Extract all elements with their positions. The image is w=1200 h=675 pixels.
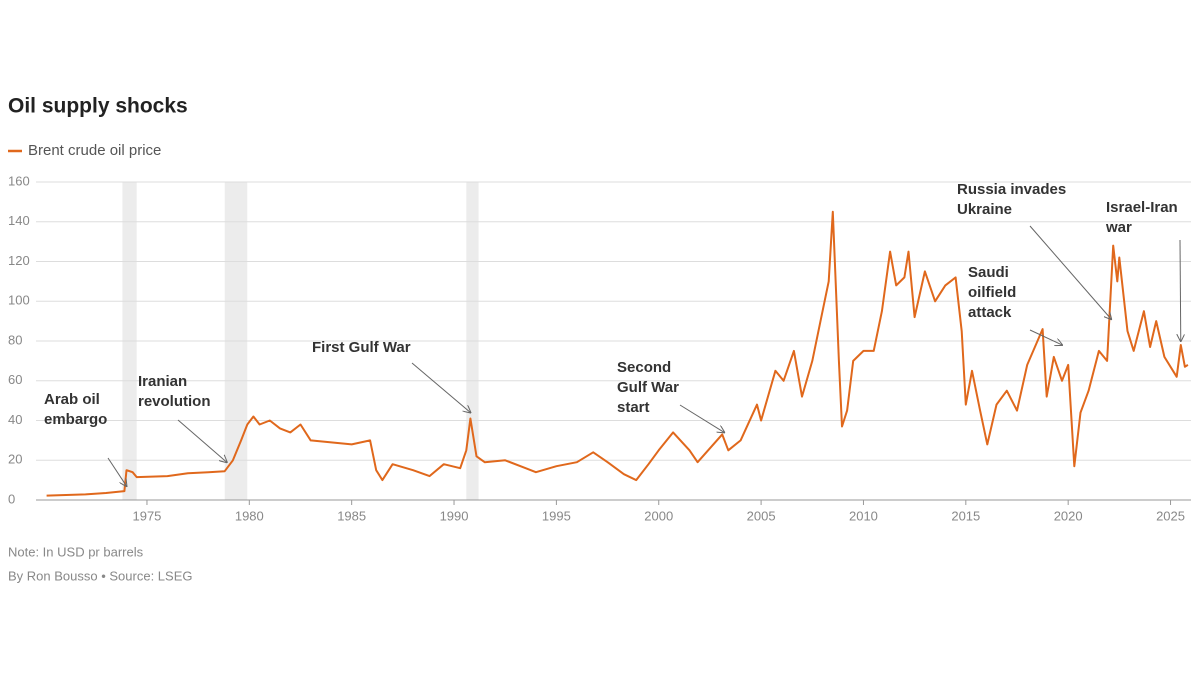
x-tick-label: 1990 [440,508,469,523]
x-tick-label: 2015 [951,508,980,523]
annotation-text: war [1105,219,1132,236]
annotation-text: First Gulf War [312,339,411,356]
annotation-text: Arab oil [44,391,100,408]
x-tick-label: 2010 [849,508,878,523]
annotation-text: oilfield [968,284,1016,301]
y-tick-label: 60 [8,372,22,387]
y-tick-label: 40 [8,412,22,427]
annotation-text: Gulf War [617,379,679,396]
annotation-text: revolution [138,393,211,410]
chart-title: Oil supply shocks [8,95,188,118]
annotation-text: Saudi [968,264,1009,281]
y-tick-label: 100 [8,293,30,308]
x-tick-label: 2020 [1054,508,1083,523]
y-tick-label: 120 [8,253,30,268]
annotation-arrow [411,362,470,413]
x-tick-label: 2000 [644,508,673,523]
annotation-arrow [1029,329,1062,345]
annotation-text: Ukraine [957,201,1012,218]
annotation-arrow [679,404,724,432]
x-tick-label: 2005 [747,508,776,523]
annotation-text: attack [968,304,1012,321]
x-tick-label: 1995 [542,508,571,523]
x-tick-label: 1975 [132,508,161,523]
y-tick-label: 0 [8,491,15,506]
annotation-arrow [107,457,126,486]
annotation-text: start [617,399,650,416]
legend-label: Brent crude oil price [28,142,161,159]
x-tick-label: 1980 [235,508,264,523]
y-tick-label: 20 [8,452,22,467]
y-tick-label: 80 [8,332,22,347]
annotation-text: Russia invades [957,181,1066,198]
note: Note: In USD pr barrels [8,544,144,559]
annotation-arrow [1029,225,1111,319]
annotation-text: Iranian [138,373,187,390]
annotation-arrow [1180,239,1181,341]
source: By Ron Bousso • Source: LSEG [8,568,192,583]
x-tick-label: 1985 [337,508,366,523]
x-tick-label: 2025 [1156,508,1185,523]
price-line [46,210,1189,497]
annotation-text: embargo [44,411,107,428]
annotation-text: Israel-Iran [1106,199,1178,216]
y-tick-label: 140 [8,213,30,228]
annotation-text: Second [617,359,671,376]
annotation-arrow [177,419,227,462]
y-tick-label: 160 [8,173,30,188]
